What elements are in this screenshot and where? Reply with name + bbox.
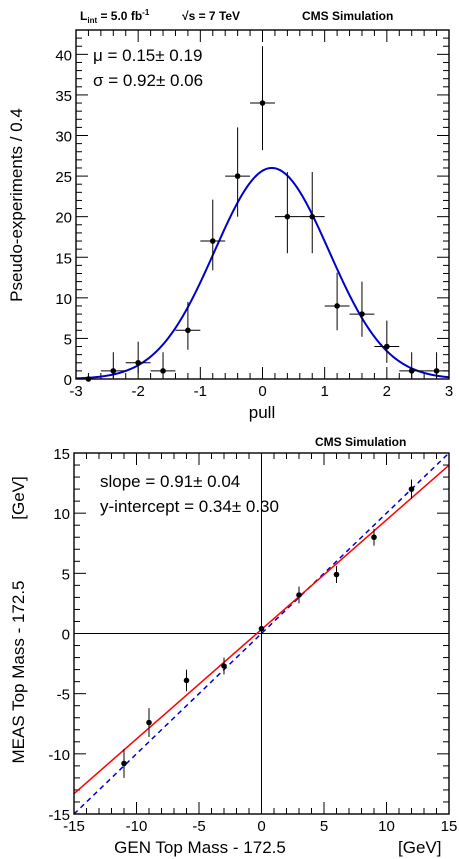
data-point [371,534,377,541]
data-point [309,213,316,220]
top-x-tick-label: -3 [69,383,82,400]
data-point [433,368,440,374]
data-point [334,303,340,309]
data-point [121,760,127,767]
data-point [160,368,166,374]
data-point [183,677,190,684]
top-y-tick-label: 25 [55,169,72,186]
lumi-header: Lint = 5.0 fb-1 [80,8,150,25]
top-y-tick-label: 15 [55,250,72,267]
mu-label: μ = 0.15± 0.19 [93,46,202,65]
data-point [146,719,152,726]
bottom-y-tick-label: 0 [62,627,70,644]
bottom-plot-frame [73,452,450,815]
data-point [408,486,415,492]
data-point [259,100,266,106]
bottom-x-tick-label: 15 [441,818,458,835]
data-point [408,368,415,374]
top-x-tick-label: 1 [320,383,328,400]
top-y-tick-label: 30 [55,129,72,146]
top-y-axis-label: Pseudo-experiments / 0.4 [7,108,26,302]
reference-diagonal-line [73,452,450,815]
top-plot-frame [75,29,450,380]
cms-simulation-label-top: CMS Simulation [302,9,393,23]
bottom-y-tick-label: 10 [53,506,70,523]
data-point [333,571,340,578]
bottom-x-tick-label: -15 [63,818,85,835]
bottom-x-axis-label: GEN Top Mass - 172.5 [114,838,286,857]
slope-label: slope = 0.91± 0.04 [100,472,240,491]
top-x-tick-label: 2 [383,383,391,400]
top-x-axis-label: pull [249,403,275,422]
bottom-x-tick-label: -10 [126,818,148,835]
bottom-y-tick-label: -15 [48,807,70,824]
top-y-tick-label: 20 [55,210,72,227]
bottom-x-tick-label: -5 [192,818,205,835]
bottom-x-tick-label: 0 [257,818,265,835]
sigma-label: σ = 0.92± 0.06 [93,71,203,90]
data-point [221,663,227,669]
data-point [209,238,216,244]
data-point [384,343,390,350]
top-x-tick-label: -1 [194,383,207,400]
data-point [359,311,365,317]
pull-distribution-plot: Lint = 5.0 fb-1 √s = 7 TeV CMS Simulatio… [7,8,453,422]
data-point [258,625,265,632]
bottom-x-tick-label: 5 [320,818,328,835]
top-y-tick-label: 5 [64,331,72,348]
top-y-tick-label: 40 [55,47,72,64]
bottom-x-tick-label: 10 [378,818,395,835]
top-data-marks [75,46,450,382]
intercept-label: y-intercept = 0.34± 0.30 [100,497,279,516]
bottom-y-tick-label: 5 [62,566,70,583]
bottom-y-axis-unit: [GeV] [9,476,28,519]
top-y-tick-label: 0 [64,372,72,389]
cms-simulation-label-bottom: CMS Simulation [315,435,406,449]
bottom-y-tick-label: -5 [57,687,70,704]
bottom-data-marks [73,452,450,815]
bottom-y-tick-label: 15 [53,446,70,463]
mass-calibration-plot: CMS Simulation -15 -10 -5 0 5 10 15 -15 -10 -5 0 5 1… [9,435,457,857]
data-point [296,592,302,598]
energy-header: √s = 7 TeV [182,9,240,23]
bottom-axis-ticks: -15 -10 -5 0 5 10 15 -15 -10 -5 0 5 10 15 [48,446,457,835]
top-x-tick-label: 0 [258,383,266,400]
data-point [234,173,241,179]
top-x-tick-label: 3 [445,383,453,400]
bottom-y-tick-label: -10 [48,747,70,764]
top-x-tick-label: -2 [131,383,144,400]
data-point [284,213,291,220]
bottom-y-axis-label: MEAS Top Mass - 172.5 [9,581,28,764]
bottom-x-axis-unit: [GeV] [398,838,441,857]
data-point [185,327,191,334]
data-point [135,359,141,366]
top-y-tick-label: 35 [55,88,72,105]
top-y-tick-label: 10 [55,291,72,308]
data-point [110,368,117,374]
